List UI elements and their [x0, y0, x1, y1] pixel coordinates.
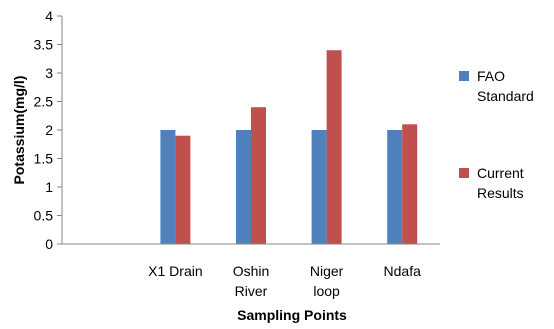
bar-fao-standard-niger-loop: [311, 130, 327, 244]
y-axis: 0 0.5 1 1.5 2 2.5 3 3.5 4: [34, 8, 63, 252]
y-tick-label: 3.5: [34, 37, 54, 53]
x-tick-label-niger-loop: Niger: [310, 263, 344, 279]
y-tick-label: 2: [45, 122, 53, 138]
bar-fao-standard-oshin-river: [236, 130, 251, 244]
y-tick-label: 3: [45, 65, 53, 81]
legend-label-current-results: Current: [477, 165, 524, 181]
x-axis-title: Sampling Points: [237, 307, 347, 323]
legend-label-current-results: Results: [477, 185, 524, 201]
bar-fao-standard-ndafa: [387, 130, 403, 244]
legend-label-fao-standard: Standard: [477, 88, 534, 104]
x-tick-label-x1-drain: X1 Drain: [148, 263, 202, 279]
legend-label-fao-standard: FAO: [477, 68, 505, 84]
bar-current-results-x1-drain: [175, 135, 191, 244]
y-tick-label: 0: [45, 236, 53, 252]
y-axis-title: Potassium(mg/l): [11, 76, 27, 185]
bar-fao-standard-x1-drain: [160, 130, 176, 244]
y-tick-label: 4: [45, 8, 53, 24]
bar-current-results-niger-loop: [326, 50, 342, 245]
y-tick-label: 2.5: [34, 94, 54, 110]
bar-current-results-ndafa: [402, 124, 418, 244]
legend-swatch-fao-standard: [459, 71, 469, 81]
bar-current-results-oshin-river: [251, 107, 266, 244]
legend-swatch-current-results: [459, 168, 469, 178]
legend: FAO Standard Current Results: [459, 68, 534, 201]
x-tick-label-ndafa: Ndafa: [384, 263, 422, 279]
y-tick-label: 0.5: [34, 208, 54, 224]
y-tick-label: 1: [45, 179, 53, 195]
x-tick-label-oshin-river: River: [235, 283, 268, 299]
x-tick-label-niger-loop: loop: [313, 283, 340, 299]
x-axis: X1 Drain Oshin River Niger loop Ndafa: [62, 243, 440, 299]
x-tick-label-oshin-river: Oshin: [233, 263, 270, 279]
y-tick-label: 1.5: [34, 151, 54, 167]
plot-area: [160, 50, 418, 245]
